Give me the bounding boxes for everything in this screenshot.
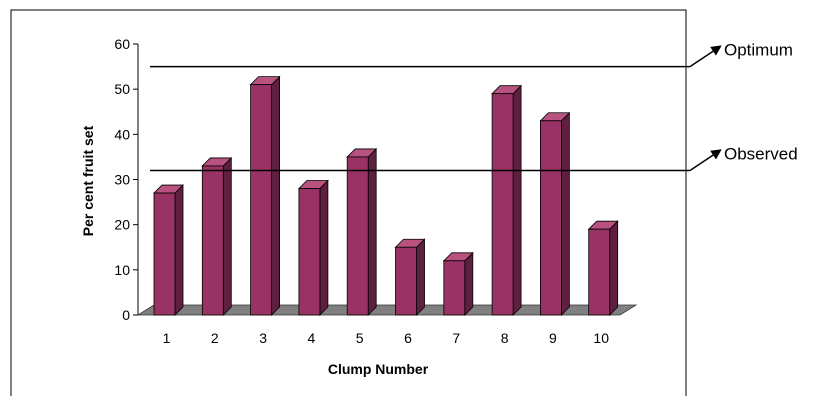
bar-side-face [319, 179, 329, 316]
x-axis-title: Clump Number [328, 361, 429, 377]
bar-side-face [464, 251, 474, 316]
x-tick-label: 1 [163, 330, 171, 346]
bar-front-face [540, 120, 562, 316]
bar [201, 156, 233, 316]
chart-frame [10, 9, 687, 396]
bar-side-face [416, 238, 425, 316]
y-tick-label: 50 [114, 81, 130, 97]
bar-side-face [609, 220, 619, 316]
reference-line-arrow [689, 149, 722, 172]
x-tick-label: 7 [452, 330, 460, 346]
x-tick-label: 8 [501, 330, 509, 346]
y-tick-label: 0 [122, 307, 130, 323]
bar-front-face [346, 156, 369, 316]
x-tick-label: 4 [308, 330, 316, 346]
x-tick-label: 5 [356, 330, 364, 346]
x-tick-label: 6 [404, 330, 412, 346]
bar-front-face [588, 228, 611, 316]
reference-line-label: Optimum [724, 41, 793, 60]
bar-front-face [250, 84, 273, 316]
bar [394, 238, 426, 316]
y-tick-label: 10 [114, 262, 130, 278]
y-tick-label: 30 [114, 172, 130, 188]
bar [153, 184, 184, 316]
x-tick-label: 10 [593, 330, 609, 346]
bar [346, 147, 378, 316]
reference-line-label: Observed [724, 144, 798, 163]
bar-side-face [367, 147, 377, 316]
bar-front-face [201, 165, 224, 316]
y-axis-title: Per cent fruit set [80, 125, 96, 236]
y-tick-label: 60 [114, 36, 130, 52]
bar [539, 111, 571, 316]
bar [249, 75, 281, 316]
bar-front-face [153, 192, 176, 316]
reference-line: Optimum [150, 41, 793, 68]
bar-side-face [222, 156, 232, 316]
bar-front-face [395, 246, 417, 316]
bar-side-face [174, 184, 184, 316]
reference-line: Observed [150, 144, 798, 172]
reference-lines: Optimum Observed [150, 41, 798, 172]
bar [442, 251, 474, 316]
bar [491, 84, 523, 316]
y-axis [133, 43, 139, 316]
reference-line-arrow [689, 45, 722, 68]
x-tick-label: 3 [259, 330, 267, 346]
bar-front-face [443, 260, 466, 316]
x-tick-label: 9 [549, 330, 557, 346]
y-tick-label: 40 [114, 126, 130, 142]
y-tick-label: 20 [114, 217, 130, 233]
bar [587, 220, 619, 316]
bar-side-face [561, 111, 570, 316]
bar-side-face [512, 84, 522, 316]
x-tick-labels: 1 2 3 4 5 6 7 8 9 10 [163, 330, 610, 346]
bar [297, 179, 329, 316]
bar-front-face [298, 188, 321, 316]
bar-front-face [491, 93, 514, 316]
bars [153, 75, 619, 316]
y-tick-labels: 0 10 20 30 40 50 60 [114, 36, 130, 323]
bar-side-face [271, 75, 281, 316]
x-tick-label: 2 [211, 330, 219, 346]
